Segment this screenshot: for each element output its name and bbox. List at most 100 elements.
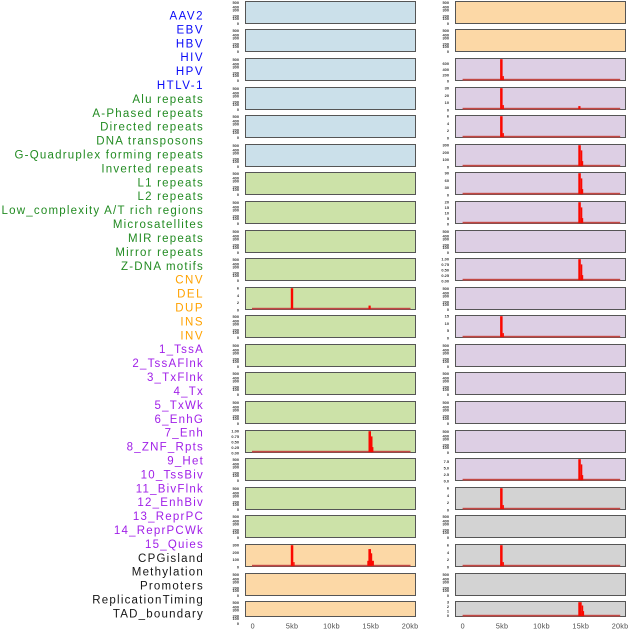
svg-text:200: 200 [443, 13, 450, 18]
svg-text:200: 200 [443, 356, 450, 361]
svg-text:100: 100 [233, 387, 240, 392]
svg-text:6: 6 [447, 486, 450, 491]
svg-text:11_BivFlnk: 11_BivFlnk [136, 483, 204, 495]
svg-text:500: 500 [233, 171, 240, 176]
svg-text:0: 0 [237, 221, 239, 226]
svg-text:400: 400 [233, 90, 240, 95]
svg-text:15: 15 [445, 314, 450, 319]
svg-text:0: 0 [237, 107, 239, 112]
svg-text:0.00: 0.00 [441, 278, 449, 283]
svg-text:200: 200 [443, 413, 450, 418]
svg-text:2_TssAFlnk: 2_TssAFlnk [132, 358, 204, 370]
svg-text:15kb: 15kb [362, 621, 379, 630]
svg-text:200: 200 [233, 613, 240, 618]
svg-text:300: 300 [233, 236, 240, 241]
svg-text:100: 100 [233, 359, 240, 364]
svg-text:5kb: 5kb [286, 621, 299, 630]
svg-text:400: 400 [443, 433, 450, 438]
svg-text:400: 400 [233, 118, 240, 123]
svg-text:A-Phased repeats: A-Phased repeats [92, 108, 204, 120]
svg-text:1.00: 1.00 [441, 257, 449, 262]
svg-text:100: 100 [443, 359, 450, 364]
svg-text:400: 400 [443, 233, 450, 238]
svg-text:0.75: 0.75 [441, 262, 449, 267]
svg-text:100: 100 [233, 159, 240, 164]
svg-text:CNV: CNV [175, 275, 204, 287]
svg-text:200: 200 [443, 41, 450, 46]
svg-text:400: 400 [443, 404, 450, 409]
svg-text:100: 100 [443, 530, 450, 535]
svg-text:300: 300 [233, 35, 240, 40]
svg-text:300: 300 [233, 579, 240, 584]
svg-text:400: 400 [233, 261, 240, 266]
svg-text:0: 0 [447, 107, 449, 112]
svg-text:5: 5 [447, 216, 450, 221]
svg-text:G-Quadruplex forming repeats: G-Quadruplex forming repeats [15, 150, 204, 162]
svg-text:100: 100 [233, 130, 240, 135]
svg-text:400: 400 [233, 233, 240, 238]
svg-text:400: 400 [233, 4, 240, 9]
svg-text:DUP: DUP [175, 303, 204, 315]
svg-text:400: 400 [233, 490, 240, 495]
svg-text:DNA transposons: DNA transposons [96, 136, 204, 148]
svg-text:12_EnhBiv: 12_EnhBiv [137, 497, 204, 509]
svg-text:2: 2 [447, 604, 450, 609]
svg-text:500: 500 [233, 200, 240, 205]
svg-text:400: 400 [443, 32, 450, 37]
svg-text:6_EnhG: 6_EnhG [154, 414, 204, 426]
svg-text:0: 0 [447, 135, 449, 140]
svg-text:500: 500 [233, 314, 240, 319]
svg-text:AAV2: AAV2 [169, 11, 204, 23]
svg-text:6: 6 [237, 286, 240, 291]
svg-text:200: 200 [233, 356, 240, 361]
svg-text:100: 100 [443, 445, 450, 450]
svg-text:200: 200 [233, 99, 240, 104]
svg-text:Inverted repeats: Inverted repeats [101, 163, 204, 175]
svg-text:400: 400 [443, 67, 450, 72]
svg-text:0: 0 [237, 564, 239, 569]
svg-text:200: 200 [233, 184, 240, 189]
svg-text:300: 300 [443, 293, 450, 298]
svg-text:20kb: 20kb [402, 621, 419, 630]
svg-text:300: 300 [233, 543, 240, 548]
svg-text:500: 500 [233, 57, 240, 62]
svg-text:200: 200 [443, 442, 450, 447]
svg-text:500: 500 [233, 486, 240, 491]
svg-text:20kb: 20kb [612, 621, 629, 630]
svg-text:100: 100 [443, 44, 450, 49]
svg-text:300: 300 [233, 607, 240, 612]
svg-text:0: 0 [237, 78, 239, 83]
svg-text:10kb: 10kb [323, 621, 340, 630]
svg-text:15: 15 [445, 205, 450, 210]
svg-text:0: 0 [251, 621, 255, 630]
svg-text:30: 30 [445, 86, 449, 91]
svg-text:400: 400 [443, 576, 450, 581]
svg-text:500: 500 [443, 400, 450, 405]
svg-text:Microsatellites: Microsatellites [113, 219, 204, 231]
svg-text:500: 500 [443, 0, 450, 5]
svg-text:200: 200 [233, 527, 240, 532]
svg-text:0: 0 [461, 621, 465, 630]
svg-text:500: 500 [443, 371, 450, 376]
svg-text:100: 100 [233, 73, 240, 78]
svg-text:500: 500 [233, 0, 240, 5]
svg-text:Alu repeats: Alu repeats [132, 94, 204, 106]
svg-text:300: 300 [233, 321, 240, 326]
svg-text:INS: INS [180, 316, 204, 328]
svg-text:200: 200 [233, 413, 240, 418]
svg-text:500: 500 [233, 143, 240, 148]
svg-text:100: 100 [443, 416, 450, 421]
svg-text:4: 4 [447, 493, 450, 498]
svg-text:200: 200 [443, 150, 450, 155]
svg-text:8_ZNF_Rpts: 8_ZNF_Rpts [127, 442, 204, 454]
svg-text:0: 0 [237, 335, 239, 340]
svg-text:0: 0 [237, 421, 239, 426]
svg-text:Low_complexity A/T rich region: Low_complexity A/T rich regions [1, 205, 204, 217]
svg-text:300: 300 [233, 121, 240, 126]
svg-text:100: 100 [443, 302, 450, 307]
svg-text:400: 400 [443, 375, 450, 380]
svg-text:300: 300 [443, 143, 450, 148]
svg-text:100: 100 [233, 44, 240, 49]
svg-text:300: 300 [233, 150, 240, 155]
svg-text:200: 200 [443, 585, 450, 590]
